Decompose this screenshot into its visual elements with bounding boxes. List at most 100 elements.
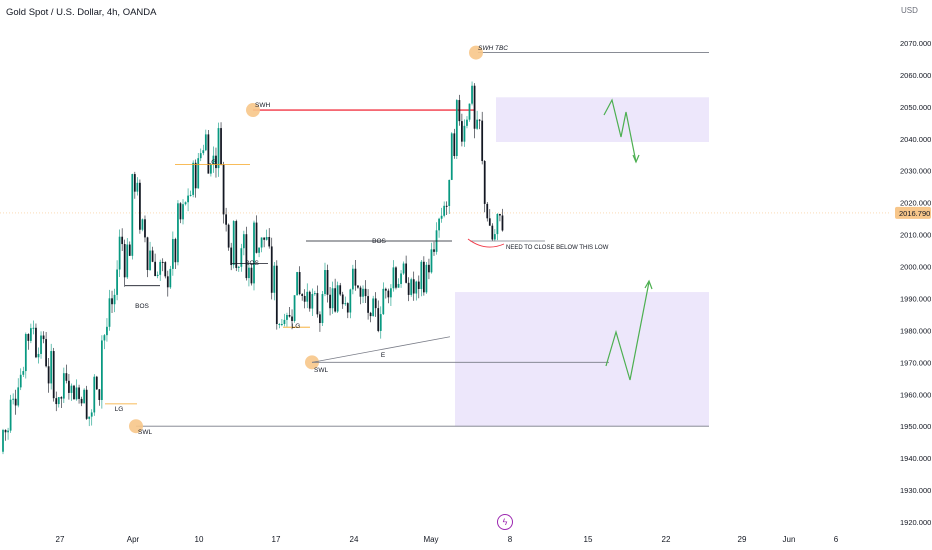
y-tick-label: 1980.000 — [900, 326, 931, 335]
candle-body — [395, 267, 397, 288]
candle-body — [197, 158, 200, 189]
candle-body — [227, 224, 230, 248]
candle-body — [144, 219, 146, 238]
x-tick-label: 17 — [272, 535, 281, 544]
candle-body — [235, 221, 238, 268]
candle-body — [326, 270, 329, 295]
candle-body — [486, 203, 489, 219]
candle-body — [179, 203, 182, 220]
candle-body — [268, 236, 271, 247]
annotation-label: NEED TO CLOSE BELOW THIS LOW — [506, 245, 609, 251]
candle-body — [171, 239, 174, 269]
candle-body — [154, 261, 157, 277]
candle-body — [455, 100, 458, 156]
candle-body — [346, 303, 349, 313]
candle-body — [293, 295, 296, 321]
candle-body — [230, 247, 233, 266]
candle-body — [62, 373, 65, 399]
candle-body — [68, 380, 70, 393]
candle-body — [483, 161, 486, 204]
candle-body — [159, 261, 162, 275]
candle-body — [362, 288, 364, 297]
candle-body — [108, 298, 111, 327]
candle-body — [496, 214, 499, 235]
candle-body — [286, 314, 288, 320]
candle-body — [275, 265, 278, 325]
candle-body — [379, 314, 382, 331]
candle-body — [169, 268, 172, 288]
candle-body — [291, 316, 293, 321]
candle-body — [468, 103, 471, 120]
x-tick-label: 10 — [195, 535, 204, 544]
candle-body — [453, 133, 456, 156]
candle-body — [93, 376, 96, 413]
candle-body — [212, 155, 215, 165]
candle-body — [78, 387, 80, 399]
candle-body — [131, 174, 134, 256]
candle-body — [344, 303, 347, 305]
candle-body — [415, 281, 418, 294]
candle-body — [412, 279, 415, 294]
candle-body — [377, 308, 380, 331]
candle-body — [42, 335, 45, 340]
candle-body — [52, 351, 55, 399]
candle-body — [116, 269, 118, 295]
candle-body — [443, 205, 446, 216]
y-tick-label: 2040.000 — [900, 135, 931, 144]
candle-body — [354, 268, 357, 286]
candle-body — [301, 294, 304, 296]
candle-body — [265, 236, 268, 240]
candle-body — [106, 326, 108, 336]
candle-body — [12, 398, 15, 400]
candle-body — [402, 263, 405, 274]
candle-body — [410, 279, 413, 295]
candle-body — [187, 195, 189, 203]
candle-body — [2, 429, 4, 452]
y-tick-label: 1930.000 — [900, 486, 931, 495]
candle-body — [405, 263, 408, 283]
candle-body — [207, 134, 210, 174]
y-tick-label: 1970.000 — [900, 358, 931, 367]
candle-body — [149, 250, 151, 270]
candle-body — [126, 244, 129, 278]
candle-body — [35, 327, 37, 358]
candle-body — [397, 283, 400, 288]
candle-body — [85, 389, 88, 419]
candle-body — [311, 294, 314, 309]
candle-body — [359, 287, 362, 297]
candle-body — [270, 246, 273, 293]
flash-icon[interactable]: ϟ — [497, 514, 513, 530]
y-tick-label: 2070.000 — [900, 39, 931, 48]
candle-body — [491, 225, 494, 240]
candle-body — [390, 288, 392, 298]
candle-body — [374, 298, 377, 309]
candle-body — [32, 327, 35, 329]
candle-body — [136, 182, 139, 192]
candle-body — [232, 221, 235, 266]
candle-body — [428, 264, 430, 273]
candle-body — [242, 234, 245, 249]
candle-body — [501, 215, 504, 231]
candle-body — [329, 294, 331, 309]
candle-body — [9, 399, 12, 431]
candle-body — [364, 288, 367, 297]
y-tick-label: 2020.000 — [900, 199, 931, 208]
candle-body — [296, 272, 298, 296]
candle-body — [303, 295, 306, 302]
candle-body — [339, 285, 342, 295]
projection-arrowhead — [644, 279, 653, 290]
x-tick-label: May — [423, 535, 438, 544]
candle-body — [367, 296, 369, 313]
x-tick-label: 8 — [508, 535, 513, 544]
x-tick-label: 27 — [56, 535, 65, 544]
candle-body — [177, 203, 179, 263]
candle-body — [255, 222, 258, 253]
candle-body — [450, 133, 453, 180]
y-tick-label: 1950.000 — [900, 422, 931, 431]
candle-body — [182, 204, 184, 220]
candle-body — [321, 294, 324, 324]
candle-body — [237, 266, 240, 268]
candle-body — [420, 261, 423, 289]
annotation-label: BOS — [245, 260, 259, 267]
